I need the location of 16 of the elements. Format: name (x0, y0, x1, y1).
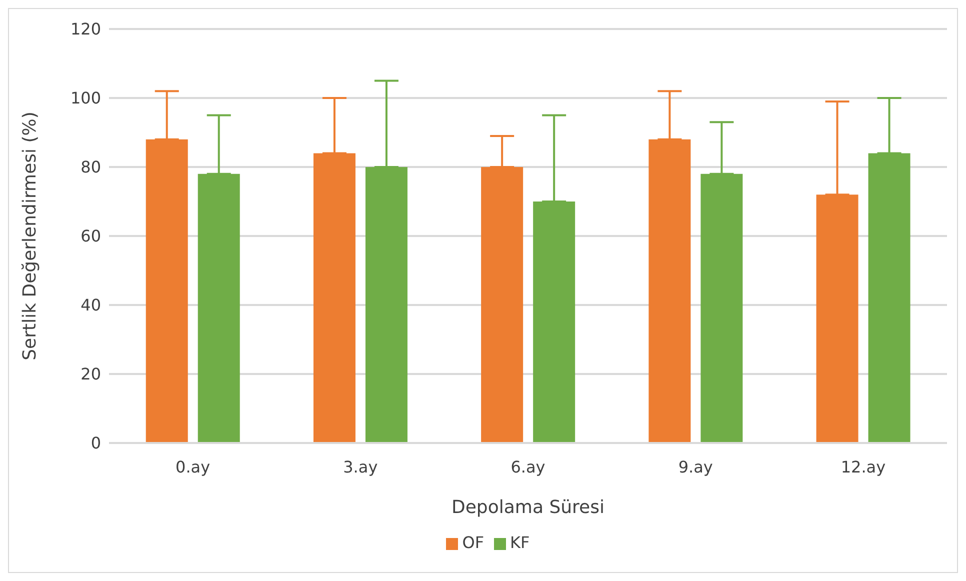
y-tick-label: 20 (80, 364, 101, 384)
y-tick-label: 40 (80, 296, 101, 315)
x-axis-title: Depolama Süresi (452, 497, 604, 518)
x-tick-label: 6.ay (510, 457, 546, 476)
x-tick-label: 3.ay (343, 457, 378, 476)
y-tick-label: 0 (90, 434, 101, 453)
x-tick-label: 0.ay (176, 457, 210, 476)
legend-label: OF (462, 533, 484, 552)
y-tick-label: 80 (80, 158, 101, 177)
y-axis-title: Sertlik Değerlendirmesi (%) (19, 112, 40, 360)
y-tick-label: 60 (80, 226, 101, 246)
x-tick-label: 12.ay (840, 457, 886, 476)
legend-label: KF (510, 533, 530, 552)
y-tick-label: 120 (70, 20, 101, 39)
y-tick-label: 100 (70, 88, 101, 108)
x-tick-label: 9.ay (678, 457, 713, 476)
